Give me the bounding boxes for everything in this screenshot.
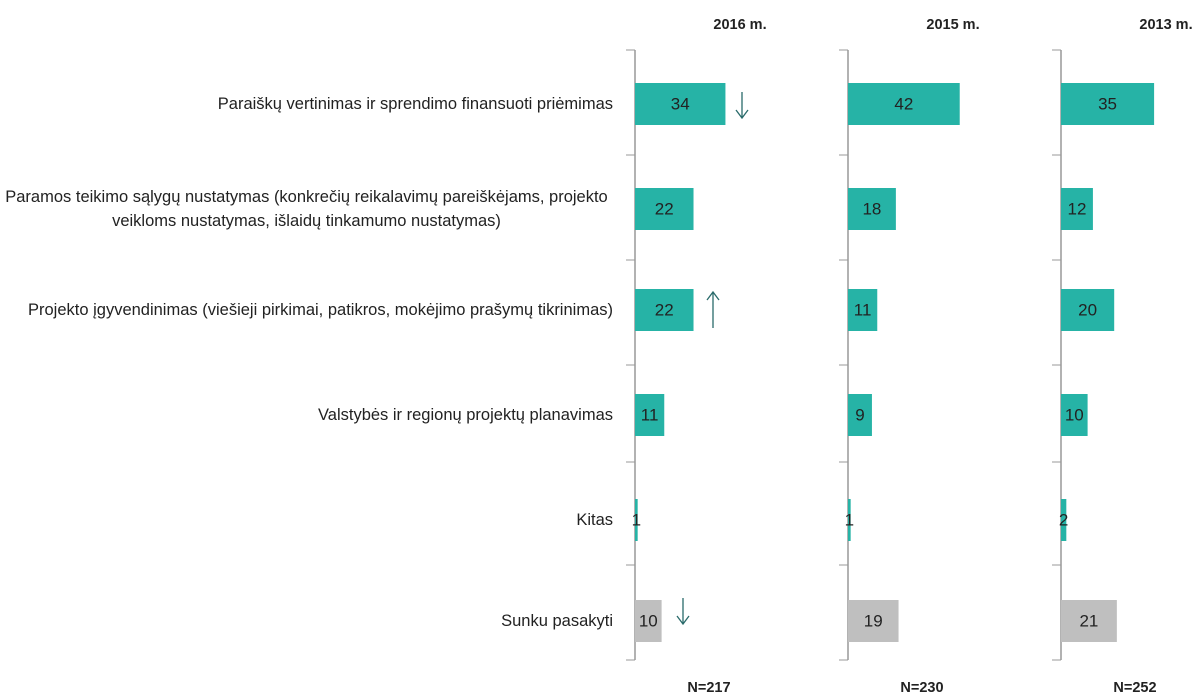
value-label: 22 (655, 199, 674, 218)
value-label: 1 (632, 510, 641, 529)
value-label: 10 (1065, 405, 1084, 424)
value-label: 12 (1067, 199, 1086, 218)
category-text: Sunku pasakyti (501, 612, 613, 630)
bar (848, 289, 878, 331)
series-title: 2013 m. (1139, 17, 1192, 33)
bar (1061, 188, 1093, 230)
category-label: Kitas (0, 508, 613, 532)
bar (635, 600, 662, 642)
sample-size: N=230 (900, 680, 943, 696)
value-label: 18 (862, 199, 881, 218)
category-text: Valstybės ir regionų projektų planavimas (317, 406, 613, 424)
value-label: 2 (1059, 510, 1068, 529)
category-label: Valstybės ir regionų projektų planavimas (0, 403, 613, 427)
bar (1061, 499, 1067, 541)
value-label: 35 (1098, 94, 1117, 113)
category-label: Paraiškų vertinimas ir sprendimo finansu… (0, 92, 613, 116)
category-text: Paraiškų vertinimas ir sprendimo finansu… (217, 95, 613, 113)
value-label: 34 (671, 94, 690, 113)
bar (848, 499, 851, 541)
bar (635, 188, 694, 230)
value-label: 9 (855, 405, 864, 424)
category-label: Projekto įgyvendinimas (viešieji pirkima… (0, 298, 613, 322)
bar (1061, 289, 1115, 331)
value-label: 19 (864, 611, 883, 630)
bar (635, 499, 638, 541)
bar (1061, 394, 1088, 436)
value-label: 10 (639, 611, 658, 630)
bar (848, 394, 872, 436)
arrow-down (735, 92, 749, 120)
value-label: 11 (854, 300, 872, 319)
value-label: 22 (655, 300, 674, 319)
bar (848, 83, 960, 125)
series-title: 2015 m. (926, 17, 979, 33)
sample-size: N=252 (1113, 680, 1156, 696)
category-label: Sunku pasakyti (0, 609, 613, 633)
bar (1061, 83, 1155, 125)
sample-size: N=217 (687, 680, 730, 696)
category-label: Paramos teikimo sąlygų nustatymas (konkr… (0, 185, 613, 233)
value-label: 42 (894, 94, 913, 113)
bar (635, 289, 694, 331)
significance-arrows (676, 92, 749, 626)
bar (635, 83, 726, 125)
category-text: Projekto įgyvendinimas (viešieji pirkima… (27, 301, 613, 319)
bar (635, 394, 665, 436)
bar (1061, 600, 1117, 642)
arrow-down (676, 598, 690, 626)
series-title: 2016 m. (713, 17, 766, 33)
value-label: 20 (1078, 300, 1097, 319)
arrow-up (706, 290, 720, 328)
value-label: 21 (1079, 611, 1098, 630)
category-text: Kitas (576, 511, 613, 529)
value-label: 1 (845, 510, 854, 529)
category-text: Paramos teikimo sąlygų nustatymas (konkr… (5, 188, 608, 230)
bar (848, 188, 896, 230)
bar (848, 600, 899, 642)
value-label: 11 (641, 405, 659, 424)
